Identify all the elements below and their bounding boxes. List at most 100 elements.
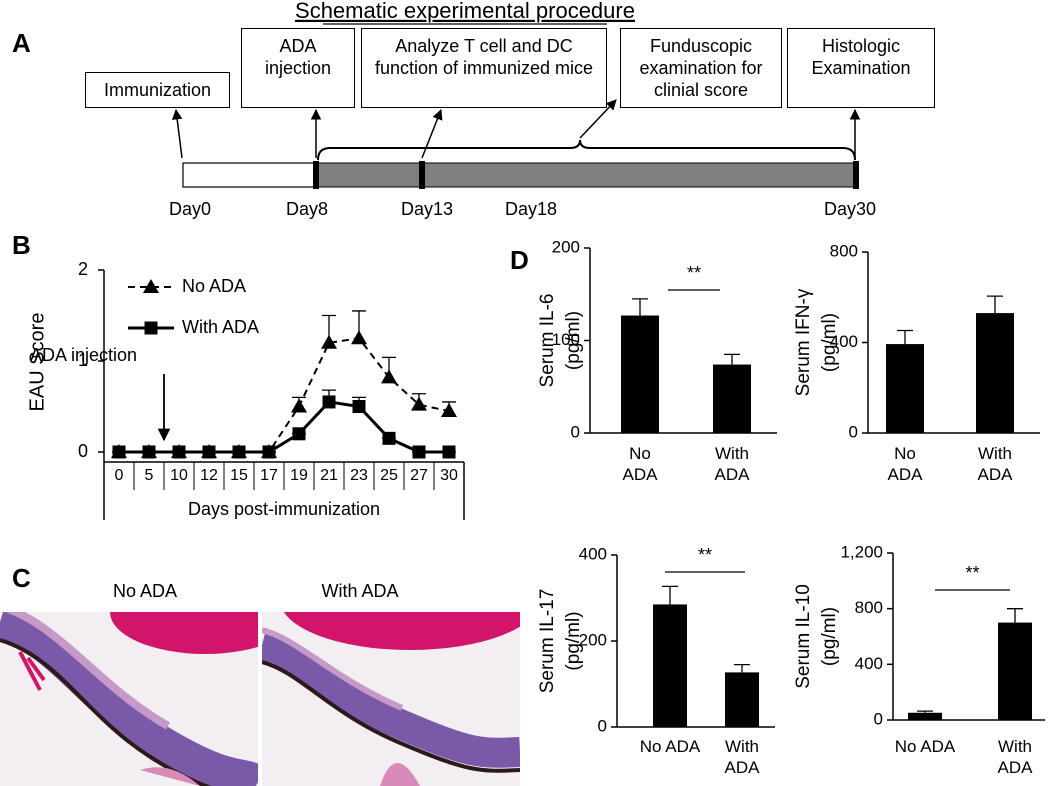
bar [713,364,751,433]
annotation: ADA injection [30,345,137,365]
x-tick-label: With ADA [724,737,760,777]
schematic-box: Analyze T cell and DC function of immuni… [361,28,607,108]
y-axis-label: Serum IL-6 [537,294,558,388]
marker [172,445,186,459]
y-tick-label: 400 [579,544,607,563]
arrow [579,99,617,139]
legend-label: No ADA [182,276,246,296]
x-tick-label: 0 [115,467,124,484]
timeline-post [314,162,858,188]
series-line [119,400,449,454]
bar [908,712,942,720]
marker [441,403,457,418]
x-tick-label: 5 [145,467,154,484]
y-tick-label: 0 [598,716,607,735]
y-axis-label: (pg/ml) [563,311,584,370]
x-tick-label: 12 [200,467,218,484]
y-tick-label: 100 [552,330,580,349]
x-tick-label: 30 [440,467,458,484]
marker [382,431,396,445]
y-axis-label: Serum IL-17 [537,589,558,694]
timeline-tick [313,161,319,189]
timeline-pre [182,162,316,188]
bar [725,672,759,727]
marker [412,445,426,459]
y-axis-label: EAU Score [26,313,48,412]
bar [621,315,659,433]
panel-label: D [510,245,529,275]
x-tick-label: No ADA [894,737,956,756]
marker [202,445,216,459]
day-label: Day13 [401,199,453,219]
x-tick-label: 21 [320,467,338,484]
x-tick-label: 25 [380,467,398,484]
marker [411,396,427,411]
x-tick-label: 17 [260,467,278,484]
legend-marker [143,279,159,293]
x-tick-label: 23 [350,467,368,484]
arrow [171,108,183,159]
x-tick-label: With ADA [997,737,1033,777]
significance-label: ** [965,563,979,583]
y-axis-label: (pg/ml) [819,313,840,372]
error-bar [662,585,678,605]
histology-image [0,612,258,786]
bar [976,313,1014,433]
histology-label: With ADA [321,581,398,601]
y-axis-label: (pg/ml) [563,611,584,670]
schematic-title: Schematic experimental procedure [295,0,635,23]
x-tick-label: 10 [170,467,188,484]
x-tick-label: No ADA [639,737,701,756]
x-tick-label: With ADA [714,444,750,484]
timeline-tick [853,161,859,189]
bar [653,604,687,727]
schematic-box: Funduscopic examination for clinial scor… [620,28,782,108]
panel-label: B [12,230,31,260]
y-tick-label: 0 [78,441,88,461]
day-label: Day0 [169,199,211,219]
bar [886,344,924,433]
marker [352,400,366,413]
day-label: Day18 [505,199,557,219]
marker [262,445,276,459]
day-label: Day8 [286,199,328,219]
y-tick-label: 200 [579,630,607,649]
x-tick-label: No ADA [887,444,923,484]
panel-label: A [12,28,31,58]
x-tick-label: 19 [290,467,308,484]
significance-label: ** [687,263,701,283]
marker [322,395,336,409]
marker [112,445,126,459]
schematic-box: Histologic Examination [787,28,935,108]
y-tick-label: 400 [830,332,858,351]
legend-marker [144,321,158,335]
histology-image [262,612,520,786]
y-tick-label: 400 [855,654,883,673]
y-axis-label: Serum IFN-γ [793,288,814,396]
y-tick-label: 1,200 [840,542,883,561]
error-bar [987,295,1003,314]
schematic-box: Immunization [85,72,230,108]
significance-label: ** [698,545,712,565]
y-tick-label: 2 [78,259,88,279]
y-tick-label: 0 [849,422,858,441]
histology-label: No ADA [113,581,177,601]
marker [292,427,306,441]
y-tick-label: 0 [571,422,580,441]
error-bar [632,298,648,316]
y-tick-label: 0 [874,709,883,728]
bracket [317,139,856,161]
legend-label: With ADA [182,317,259,337]
y-tick-label: 200 [552,237,580,256]
panel-label: C [12,563,31,593]
marker [142,445,156,459]
marker [232,445,246,459]
y-axis-label: (pg/ml) [819,607,840,666]
x-tick-label: 27 [410,467,428,484]
arrow [421,109,443,159]
x-axis-label: Days post-immunization [188,499,380,519]
error-bar [897,329,913,345]
series-line [119,337,450,453]
